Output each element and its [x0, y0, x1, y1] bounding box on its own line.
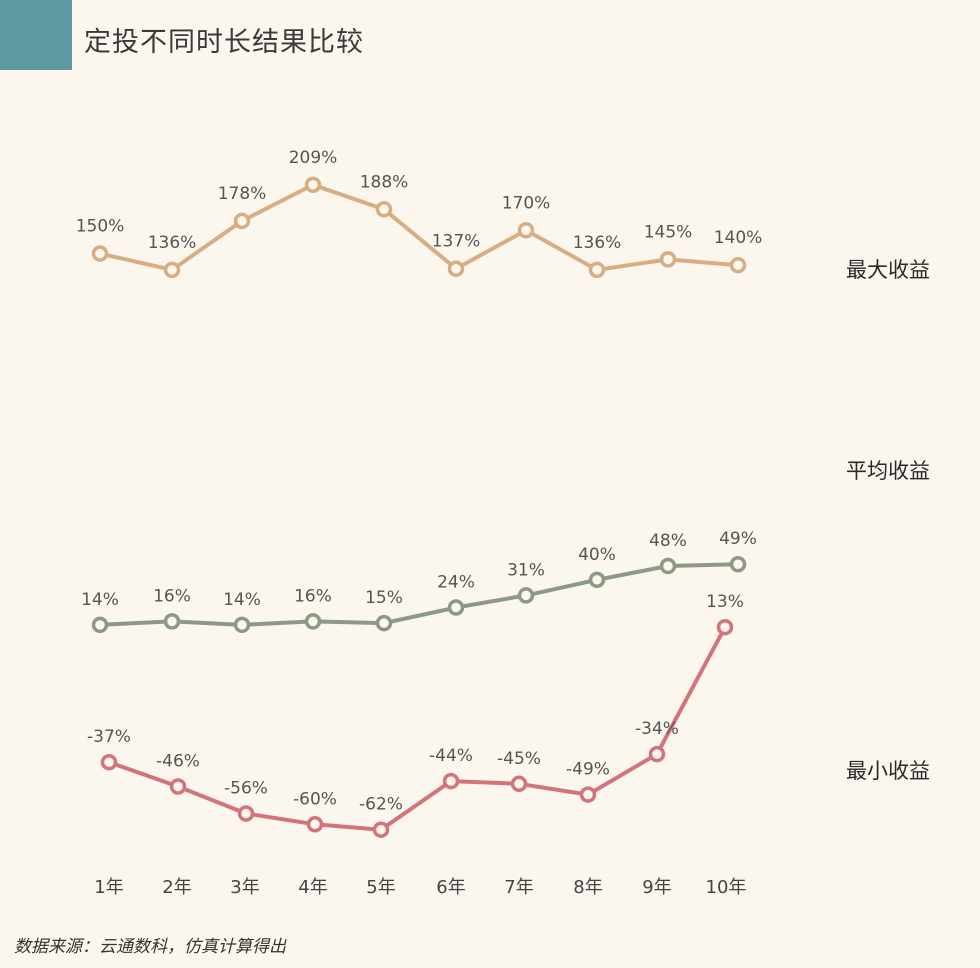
data-point [659, 251, 677, 268]
data-label: -34% [635, 719, 679, 739]
data-label: -62% [359, 795, 403, 815]
series-line [98, 562, 740, 627]
x-tick-label: 10年 [706, 877, 747, 898]
data-point [375, 614, 393, 632]
data-point [304, 176, 322, 194]
data-point [659, 557, 677, 575]
data-point [304, 613, 322, 630]
data-point [375, 201, 393, 218]
data-point [163, 613, 181, 630]
data-label: -37% [87, 727, 131, 747]
series-line [98, 182, 740, 272]
series-name-label: 最小收益 [846, 759, 930, 783]
x-tick-label: 1年 [94, 877, 123, 898]
data-point [163, 261, 181, 279]
x-tick-label: 6年 [436, 877, 465, 898]
data-label: 49% [719, 529, 757, 549]
data-point [716, 618, 734, 636]
series-name-label: 最大收益 [846, 258, 930, 282]
data-point [729, 555, 747, 573]
data-label: -49% [566, 760, 610, 780]
data-point [447, 260, 465, 277]
data-point [91, 245, 109, 262]
data-label: 209% [289, 148, 338, 168]
x-axis-labels: 1年 2年 3年 4年 5年 6年 7年 8年 9年 10年 [94, 877, 746, 898]
series-line [107, 625, 727, 832]
data-point [588, 261, 606, 279]
data-point [648, 745, 666, 763]
data-label: 137% [432, 232, 481, 252]
data-label: 15% [365, 588, 403, 608]
series-name-label: 平均收益 [846, 459, 930, 483]
data-label: 16% [294, 586, 332, 606]
data-point [517, 587, 535, 604]
title-accent-bar [0, 0, 72, 70]
data-label: 188% [360, 172, 409, 192]
data-label: 40% [578, 545, 616, 565]
data-point [233, 212, 251, 230]
x-tick-label: 8年 [573, 877, 602, 898]
data-label: 145% [644, 222, 693, 242]
data-point [517, 222, 535, 239]
x-tick-label: 3年 [230, 877, 259, 898]
data-label: 136% [573, 233, 622, 253]
data-label: 13% [706, 592, 744, 612]
data-point [729, 256, 747, 274]
data-label: 48% [649, 531, 687, 551]
data-point [442, 772, 460, 790]
data-point [579, 786, 597, 803]
data-label: -44% [429, 746, 473, 766]
series-3: -37% -46% -56% -60% -62% -44% -45% -49% -34% 13% 最… [87, 592, 930, 838]
data-point [233, 616, 251, 634]
x-tick-label: 5年 [366, 877, 395, 898]
data-label: 170% [502, 193, 551, 213]
data-label: 140% [714, 228, 763, 248]
x-tick-label: 4年 [298, 877, 327, 898]
data-point [169, 778, 187, 795]
data-label: 14% [223, 590, 261, 610]
data-label: -60% [293, 789, 337, 809]
x-tick-label: 2年 [162, 877, 191, 898]
data-point [510, 775, 528, 793]
page-title: 定投不同时长结果比较 [84, 27, 364, 58]
series-2: 14% 16% 14% 16% 15% 24% 31% 40% 48% 49% 平均收益 [81, 459, 930, 634]
data-label: -46% [156, 752, 200, 772]
data-label: 14% [81, 590, 119, 610]
data-point [91, 616, 109, 634]
data-point [588, 571, 606, 589]
data-label: 16% [153, 586, 191, 606]
data-point [447, 599, 465, 616]
data-label: -45% [497, 749, 541, 769]
data-point [372, 821, 390, 838]
series-1: 150% 136% 178% 209% 188% 137% 170% 136% 145% 140%… [76, 148, 930, 282]
data-label: 178% [218, 184, 267, 204]
data-point [100, 753, 118, 771]
source-note: 数据来源：云通数科，仿真计算得出 [14, 937, 286, 957]
x-tick-label: 9年 [642, 877, 671, 898]
x-tick-label: 7年 [504, 877, 533, 898]
data-label: 24% [437, 573, 475, 593]
data-label: 31% [507, 560, 545, 580]
data-label: 136% [148, 233, 197, 253]
data-point [306, 816, 324, 833]
data-label: 150% [76, 217, 125, 237]
data-point [237, 805, 255, 822]
data-label: -56% [224, 779, 268, 799]
